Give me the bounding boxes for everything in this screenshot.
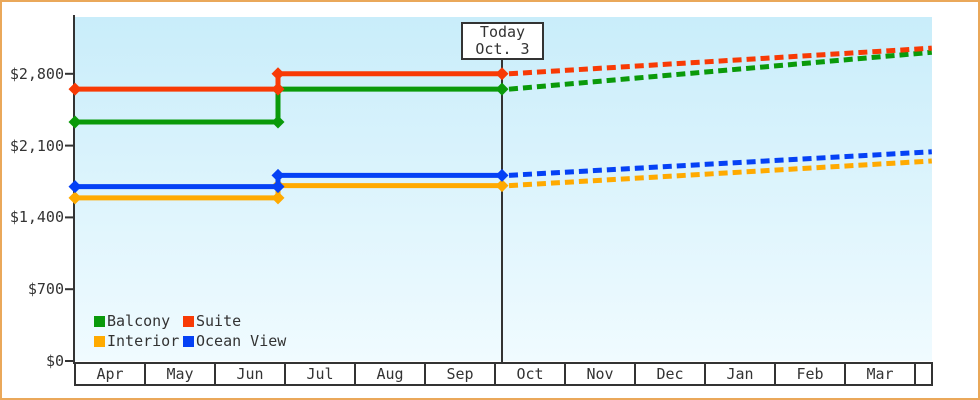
y-tick	[65, 216, 74, 219]
today-marker-line2: Oct. 3	[475, 40, 530, 58]
month-label: Sep	[446, 365, 474, 383]
month-label: Jul	[306, 365, 334, 383]
legend-item-interior: Interior	[94, 331, 183, 351]
legend-item-balcony: Balcony	[94, 311, 183, 331]
series-marker-suite	[271, 67, 285, 81]
month-label: Aug	[376, 365, 404, 383]
series-marker-ocean-view	[271, 180, 285, 194]
series-forecast-balcony	[508, 49, 933, 92]
y-tick	[65, 72, 74, 75]
y-tick-label: $1,400	[9, 208, 64, 227]
series-marker-balcony	[495, 82, 509, 96]
y-tick	[65, 288, 74, 291]
month-label: Jun	[236, 365, 264, 383]
y-tick	[65, 144, 74, 147]
month-label: Apr	[96, 365, 124, 383]
month-label: Feb	[796, 365, 824, 383]
series-marker-ocean-view	[271, 168, 285, 182]
legend-label-balcony: Balcony	[107, 312, 171, 330]
series-forecast-interior	[508, 158, 932, 189]
series-marker-interior	[68, 191, 82, 205]
legend-label-ocean-view: Ocean View	[196, 332, 287, 350]
series-marker-suite	[271, 82, 285, 96]
series-marker-suite	[68, 82, 82, 96]
legend-label-interior: Interior	[107, 332, 180, 350]
today-marker-box: Today Oct. 3	[461, 22, 544, 60]
legend-swatch-balcony	[94, 315, 105, 327]
month-label: Dec	[656, 365, 684, 383]
legend-swatch-suite	[183, 315, 194, 327]
legend-label-suite: Suite	[196, 312, 242, 330]
series-marker-suite	[495, 67, 509, 81]
series-forecast-ocean-view	[508, 149, 932, 178]
series-line-balcony	[75, 86, 502, 125]
legend: Balcony Suite Interior Ocean View	[94, 311, 286, 351]
y-tick-label: $2,800	[9, 64, 64, 83]
y-tick	[65, 360, 74, 362]
month-label: Nov	[586, 365, 614, 383]
month-label: Jan	[726, 365, 754, 383]
series-line-suite	[75, 71, 502, 92]
series-marker-ocean-view	[495, 168, 509, 182]
series-marker-balcony	[68, 115, 82, 129]
legend-swatch-ocean-view	[183, 335, 194, 347]
month-label: Oct	[516, 365, 544, 383]
series-marker-balcony	[271, 115, 285, 129]
series-marker-ocean-view	[68, 180, 82, 194]
legend-item-ocean-view: Ocean View	[183, 331, 286, 351]
month-label: Mar	[866, 365, 894, 383]
series-marker-interior	[495, 179, 509, 193]
y-tick-label: $700	[27, 280, 64, 299]
y-tick-label: $0	[45, 352, 64, 370]
legend-item-suite: Suite	[183, 311, 286, 331]
legend-swatch-interior	[94, 335, 105, 347]
month-label: May	[166, 365, 194, 383]
today-marker-line1: Today	[479, 23, 526, 41]
series-forecast-suite	[508, 45, 932, 77]
y-tick-label: $2,100	[9, 136, 64, 155]
month-row	[74, 362, 933, 386]
series-marker-interior	[271, 191, 285, 205]
